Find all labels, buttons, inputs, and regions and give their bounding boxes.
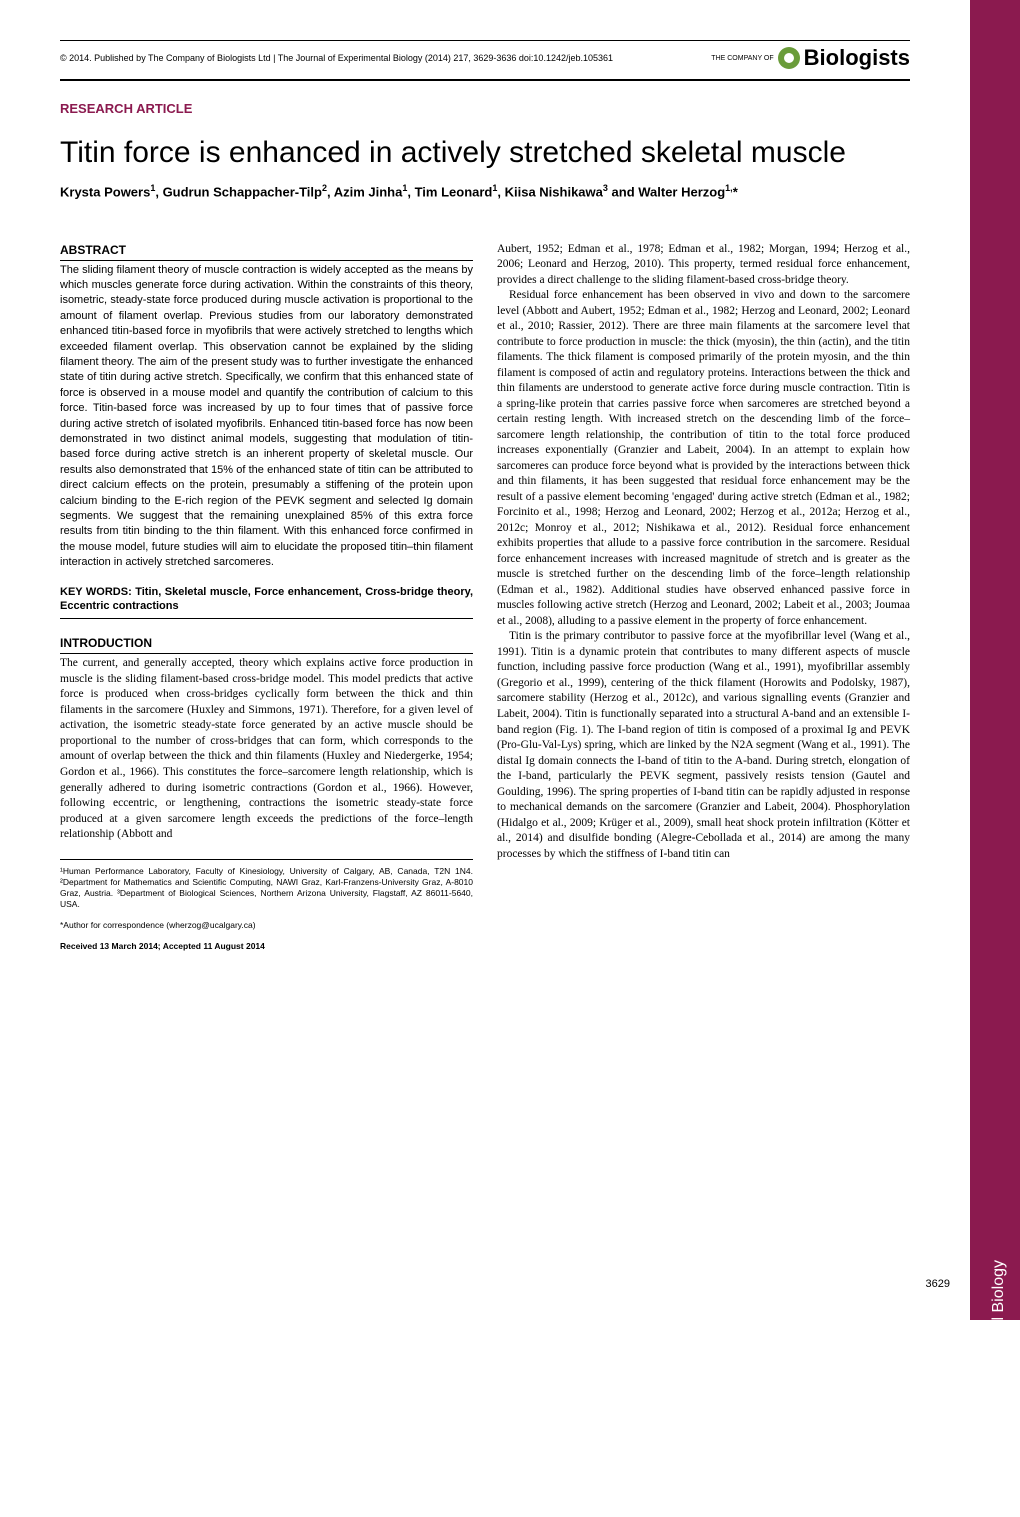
header-divider xyxy=(60,79,910,81)
header-bar: © 2014. Published by The Company of Biol… xyxy=(60,40,910,71)
logo-pretext: THE COMPANY OF xyxy=(711,55,773,62)
abstract-text: The sliding filament theory of muscle co… xyxy=(60,263,473,571)
copyright-text: © 2014. Published by The Company of Biol… xyxy=(60,53,613,63)
journal-sidebar: The Journal of Experimental Biology xyxy=(970,0,1020,1320)
affiliations: ¹Human Performance Laboratory, Faculty o… xyxy=(60,859,473,910)
col2-paragraph-2: Residual force enhancement has been obse… xyxy=(497,288,910,629)
left-column: ABSTRACT The sliding filament theory of … xyxy=(60,242,473,953)
article-type: RESEARCH ARTICLE xyxy=(60,101,910,116)
biologists-logo-icon xyxy=(778,47,800,69)
page-number: 3629 xyxy=(926,1278,950,1290)
abstract-heading: ABSTRACT xyxy=(60,242,473,261)
page-content: © 2014. Published by The Company of Biol… xyxy=(0,0,970,983)
keywords: KEY WORDS: Titin, Skeletal muscle, Force… xyxy=(60,585,473,620)
journal-name-vertical: The Journal of Experimental Biology xyxy=(990,1260,1008,1517)
col2-paragraph-1: Aubert, 1952; Edman et al., 1978; Edman … xyxy=(497,242,910,289)
right-column: Aubert, 1952; Edman et al., 1978; Edman … xyxy=(497,242,910,953)
correspondence: *Author for correspondence (wherzog@ucal… xyxy=(60,920,473,931)
logo-text: Biologists xyxy=(804,45,910,71)
intro-body-left: The current, and generally accepted, the… xyxy=(60,656,473,842)
article-title: Titin force is enhanced in actively stre… xyxy=(60,136,910,170)
received-accepted: Received 13 March 2014; Accepted 11 Augu… xyxy=(60,941,473,952)
two-column-body: ABSTRACT The sliding filament theory of … xyxy=(60,242,910,953)
col2-paragraph-3: Titin is the primary contributor to pass… xyxy=(497,629,910,862)
introduction-heading: INTRODUCTION xyxy=(60,635,473,654)
intro-body-right: Aubert, 1952; Edman et al., 1978; Edman … xyxy=(497,242,910,863)
intro-paragraph-1: The current, and generally accepted, the… xyxy=(60,656,473,842)
publisher-logo: THE COMPANY OF Biologists xyxy=(711,45,910,71)
authors: Krysta Powers1, Gudrun Schappacher-Tilp2… xyxy=(60,182,910,202)
